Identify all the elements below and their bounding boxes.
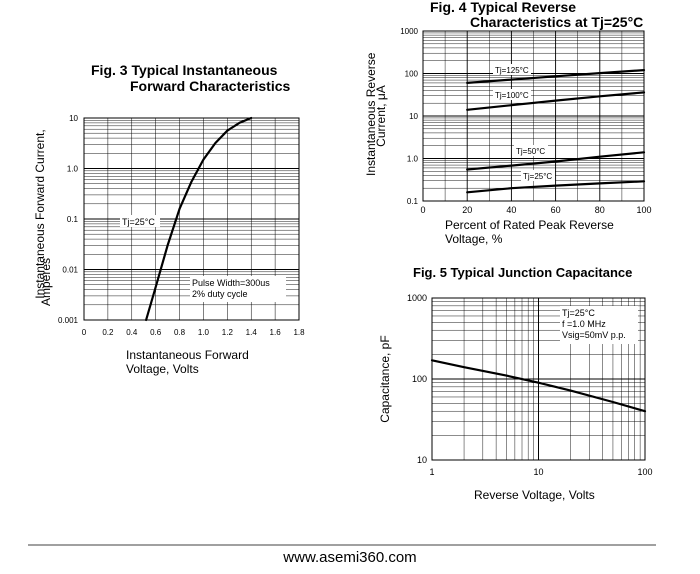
fig3-x-tick-label: 0.4 (126, 328, 138, 337)
fig3-x-tick-label: 1.4 (246, 328, 258, 337)
fig4-series-label-1-0: Tj=100°C (495, 91, 529, 100)
fig3-title-line1: Fig. 3 Typical Instantaneous (91, 62, 278, 78)
fig4-series-line-3 (466, 180, 646, 194)
fig4-series-line-2 (466, 151, 646, 171)
fig4-frame (422, 30, 645, 202)
fig4-x-tick-label: 0 (420, 205, 425, 215)
fig4-y-tick-label: 100 (405, 70, 419, 79)
fig4-title-line2: Characteristics at Tj=25°C (470, 14, 644, 30)
fig3-pulse-label-1: 2% duty cycle (192, 289, 248, 299)
fig4-xlabel-line1: Percent of Rated Peak Reverse (445, 218, 614, 232)
fig4-y-tick-label: 1000 (400, 27, 418, 36)
fig3-x-tick-label: 0 (82, 328, 87, 337)
footer-url[interactable]: www.asemi360.com (283, 549, 417, 566)
fig4-y-tick-label: 10 (409, 112, 418, 121)
fig4-series-label-3-bg (521, 170, 555, 181)
fig4-y-tick-label: 1.0 (407, 155, 419, 164)
fig4-series-label-2-bg (514, 145, 548, 156)
fig4-series-label-3-0: Tj=25°C (523, 172, 552, 181)
fig3-x-tick-label: 0.2 (102, 328, 114, 337)
fig3-tj-label-bg (120, 215, 160, 227)
fig5-x-tick-label: 100 (637, 467, 652, 477)
fig4-chart: 0 20 40 60 80 100 0.1 1.0 10 100 1000 Tj=125°C Tj=10… (400, 27, 651, 215)
fig3-x-tick-label: 1.2 (222, 328, 234, 337)
fig5-conditions-label-1: f =1.0 MHz (562, 319, 606, 329)
fig3-y-tick-label: 10 (69, 114, 78, 123)
fig4-x-tick-label: 40 (506, 205, 516, 215)
fig5-conditions-label-0: Tj=25°C (562, 308, 595, 318)
fig5-y-tick-label: 1000 (407, 293, 427, 303)
fig3-pulse-label-bg (190, 276, 286, 302)
fig3-y-tick-label: 1.0 (67, 165, 79, 174)
fig3-y-tick-label: 0.01 (62, 266, 78, 275)
fig4-series-label-1-bg (493, 89, 531, 100)
fig4-x-tick-label: 60 (551, 205, 561, 215)
fig5-series-line (430, 359, 647, 413)
fig5-conditions-label-2: Vsig=50mV p.p. (562, 330, 626, 340)
fig3-x-tick-label: 0.6 (150, 328, 162, 337)
fig4-series-line-0 (466, 68, 646, 85)
fig5-frame (431, 297, 646, 461)
fig4-x-tick-label: 20 (462, 205, 472, 215)
fig3-title-line2: Forward Characteristics (130, 78, 291, 94)
fig4-title-line1: Fig. 4 Typical Reverse (430, 0, 577, 15)
fig5-x-tick-label: 1 (429, 467, 434, 477)
fig3-frame (83, 117, 300, 321)
fig5-x-tick-label: 10 (533, 467, 543, 477)
fig4-series-label-0-bg (493, 64, 531, 75)
fig5-y-tick-label: 10 (417, 455, 427, 465)
fig3-x-tick-label: 1.8 (293, 328, 305, 337)
fig4-series-line-1 (466, 91, 646, 111)
fig3-x-tick-label: 1.6 (270, 328, 282, 337)
fig3-series-line (145, 116, 253, 322)
fig4-y-tick-label: 0.1 (407, 197, 419, 206)
fig3-xlabel-line1: Instantaneous Forward (126, 348, 249, 362)
fig3-xlabel-line2: Voltage, Volts (126, 362, 199, 376)
fig4-xlabel-line2: Voltage, % (445, 232, 503, 246)
fig3-y-tick-label: 0.001 (58, 316, 79, 325)
fig4-x-tick-label: 80 (595, 205, 605, 215)
fig3-x-tick-label: 1.0 (198, 328, 210, 337)
fig4-series-label-2-0: Tj=50°C (516, 147, 545, 156)
fig5-conditions-label-bg (560, 306, 638, 344)
fig3-y-tick-label: 0.1 (67, 215, 79, 224)
fig4-x-tick-label: 100 (636, 205, 651, 215)
fig3-x-tick-label: 0.8 (174, 328, 186, 337)
fig3-pulse-label-0: Pulse Width=300us (192, 278, 270, 288)
fig5-title: Fig. 5 Typical Junction Capacitance (413, 265, 633, 280)
fig5-y-tick-label: 100 (412, 374, 427, 384)
fig4-series-label-0-0: Tj=125°C (495, 66, 529, 75)
fig3-tj-label-0: Tj=25°C (122, 217, 155, 227)
fig5-xlabel: Reverse Voltage, Volts (474, 488, 595, 502)
fig3-chart: 0 0.2 0.4 0.6 0.8 1.0 1.2 1.4 1.6 1.8 0.001 0.01 0.1… (58, 114, 305, 337)
